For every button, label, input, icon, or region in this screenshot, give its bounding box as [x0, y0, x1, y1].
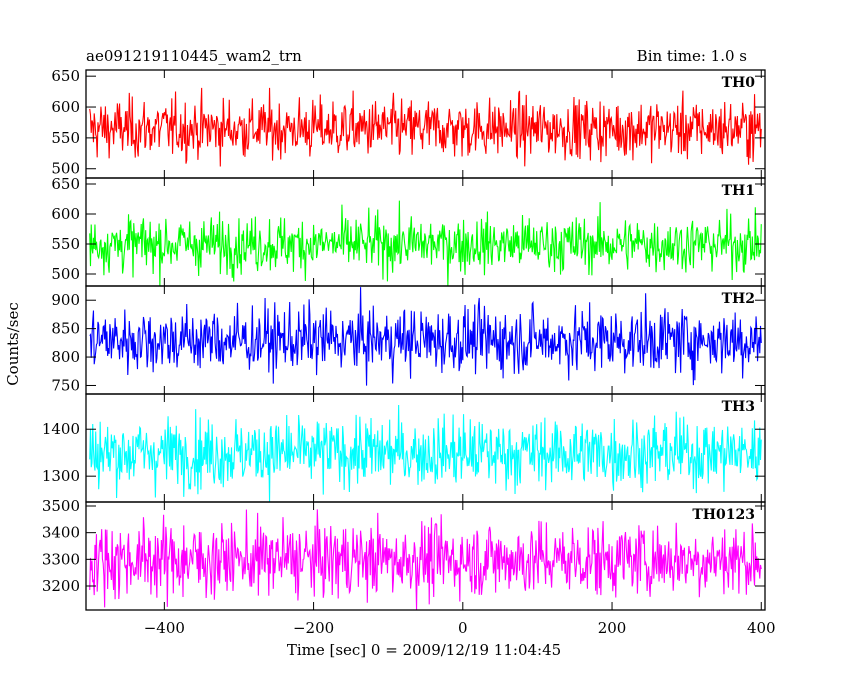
y-tick-label: 500	[51, 265, 80, 283]
panel-label: TH3	[722, 399, 755, 415]
y-tick-label: 550	[51, 129, 80, 147]
series-th3-line	[89, 404, 762, 502]
panel-frame-th0123	[85, 501, 766, 611]
x-tick-label: 0	[458, 619, 468, 637]
y-tick-label: 600	[51, 205, 80, 223]
x-axis-title: Time [sec] 0 = 2009/12/19 11:04:45	[287, 641, 561, 659]
y-tick-label: 3300	[42, 550, 80, 568]
series-th2-line	[89, 287, 762, 386]
series-th0123-line	[89, 509, 762, 610]
x-tick-label: 200	[598, 619, 627, 637]
y-tick-label: 850	[51, 320, 80, 338]
series-th0-line	[89, 87, 762, 167]
y-tick-label: 600	[51, 98, 80, 116]
bin-time-label: Bin time: 1.0 s	[637, 47, 747, 65]
x-tick-label: −400	[144, 619, 185, 637]
panel-frame-th1	[85, 177, 766, 287]
panel-label: TH2	[722, 291, 755, 307]
series-th1-line	[89, 200, 762, 286]
y-tick-label: 1300	[42, 467, 80, 485]
x-tick-label: 400	[747, 619, 776, 637]
panel-label: TH0123	[692, 507, 755, 523]
y-tick-label: 800	[51, 348, 80, 366]
panel-label: TH0	[722, 75, 756, 91]
y-tick-label: 1400	[42, 420, 80, 438]
y-tick-label: 3200	[42, 577, 80, 595]
x-tick-label: −200	[293, 619, 334, 637]
y-tick-label: 900	[51, 291, 80, 309]
y-tick-label: 550	[51, 235, 80, 253]
observation-id-label: ae091219110445_wam2_trn	[86, 47, 302, 65]
y-tick-label: 3400	[42, 524, 80, 542]
y-tick-label: 500	[51, 160, 80, 178]
y-tick-label: 3500	[42, 497, 80, 515]
y-tick-label: 650	[51, 175, 80, 193]
panels: 500 550 600 650 TH0 500 550 600 650 TH1 750 800 850 9…	[42, 67, 776, 637]
y-tick-label: 650	[51, 67, 80, 85]
panel-label: TH1	[722, 183, 755, 199]
y-axis-title: Counts/sec	[4, 302, 22, 386]
y-tick-label: 750	[51, 376, 80, 394]
